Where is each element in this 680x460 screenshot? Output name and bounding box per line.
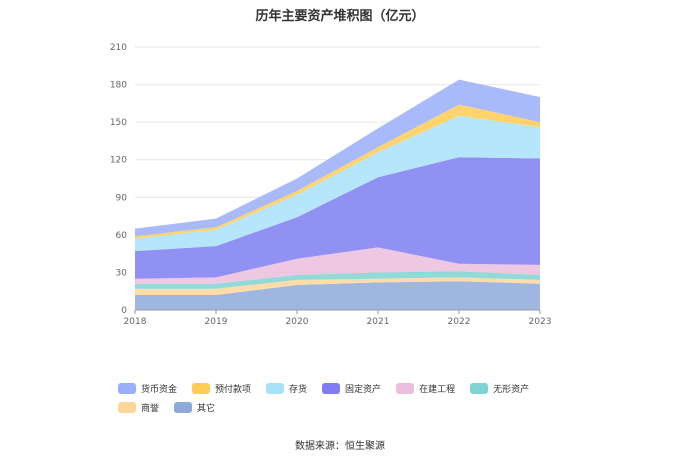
legend-item[interactable]: 无形资产: [470, 379, 529, 398]
legend-swatch: [322, 383, 341, 394]
y-tick-label: 180: [110, 81, 127, 91]
chart-legend: 货币资金 预付款项 存货 固定资产 在建工程 无形资产商誉 其它: [118, 379, 588, 417]
y-tick-label: 210: [110, 43, 127, 53]
legend-label: 预付款项: [215, 385, 252, 395]
legend-label: 货币资金: [141, 385, 178, 395]
y-tick-label: 60: [116, 231, 128, 241]
legend-item[interactable]: 存货: [266, 379, 307, 398]
area-series: [135, 79, 540, 237]
x-tick-label: 2018: [124, 317, 147, 327]
legend-item[interactable]: 货币资金: [118, 379, 177, 398]
y-tick-label: 0: [121, 306, 127, 316]
legend-label: 商誉: [141, 404, 160, 414]
legend-item[interactable]: 其它: [174, 398, 215, 417]
x-tick-label: 2023: [529, 317, 552, 327]
legend-swatch: [118, 383, 136, 394]
x-tick-label: 2021: [367, 317, 390, 327]
area-series: [135, 247, 540, 284]
x-tick-label: 2022: [448, 317, 471, 327]
area-series: [135, 277, 540, 295]
legend-item[interactable]: 商誉: [118, 398, 159, 417]
data-source-note: 数据来源：恒生聚源: [295, 441, 385, 452]
legend-label: 存货: [289, 385, 308, 395]
area-series: [135, 115, 540, 252]
legend-label: 其它: [197, 404, 216, 414]
area-series: [135, 157, 540, 279]
legend-swatch: [266, 383, 285, 394]
legend-swatch: [118, 402, 136, 413]
area-series: [135, 104, 540, 239]
x-tick-label: 2020: [286, 317, 309, 327]
legend-item[interactable]: 固定资产: [322, 379, 381, 398]
legend-swatch: [396, 383, 415, 394]
y-tick-label: 90: [116, 193, 128, 203]
legend-swatch: [192, 383, 211, 394]
legend-swatch: [174, 402, 193, 413]
area-series: [135, 281, 540, 310]
area-series: [135, 271, 540, 289]
x-tick-label: 2019: [205, 317, 228, 327]
legend-swatch: [470, 383, 489, 394]
chart-title: 历年主要资产堆积图（亿元）: [255, 9, 425, 24]
y-tick-label: 120: [110, 156, 127, 166]
legend-label: 在建工程: [419, 385, 456, 395]
legend-item[interactable]: 在建工程: [396, 379, 455, 398]
legend-item[interactable]: 预付款项: [192, 379, 251, 398]
y-tick-label: 150: [110, 118, 127, 128]
y-tick-label: 30: [116, 268, 128, 278]
legend-label: 无形资产: [493, 385, 530, 395]
legend-label: 固定资产: [345, 385, 382, 395]
